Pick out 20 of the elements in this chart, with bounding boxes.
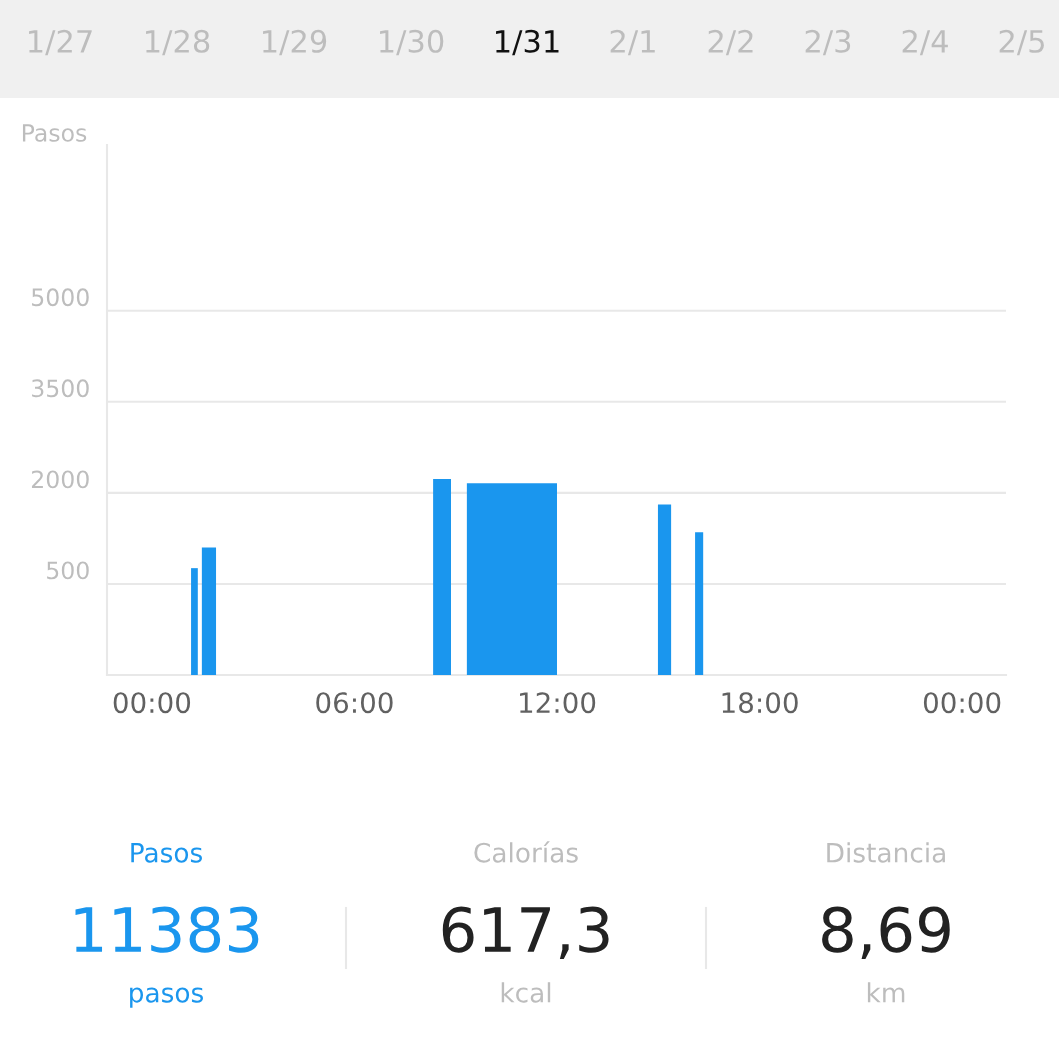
text: Distancia: [827, 842, 945, 863]
y-tick-label: 5000: [32, 288, 89, 307]
text: 11383: [75, 906, 259, 953]
x-tick-label: 00:00: [923, 692, 1001, 714]
y-tick-label: 3500: [32, 379, 89, 398]
text: pasos: [130, 987, 203, 1008]
y-axis-title: Pasos: [22, 124, 87, 142]
text: Pasos: [131, 843, 202, 863]
x-tick-label: 12:00: [520, 692, 596, 714]
x-tick-label: 06:00: [316, 692, 393, 714]
text: 1/31: [496, 29, 559, 56]
y-tick-label: 2000: [31, 470, 89, 489]
x-tick-label: 00:00: [113, 692, 191, 714]
x-tick-label: 18:00: [722, 692, 798, 714]
y-tick-label: 500: [47, 561, 89, 580]
text: kcal: [501, 982, 551, 1003]
text: km: [867, 982, 905, 1003]
text: 8,69: [822, 906, 950, 959]
text: Calorías: [474, 841, 578, 863]
text: 617,3: [442, 906, 609, 959]
